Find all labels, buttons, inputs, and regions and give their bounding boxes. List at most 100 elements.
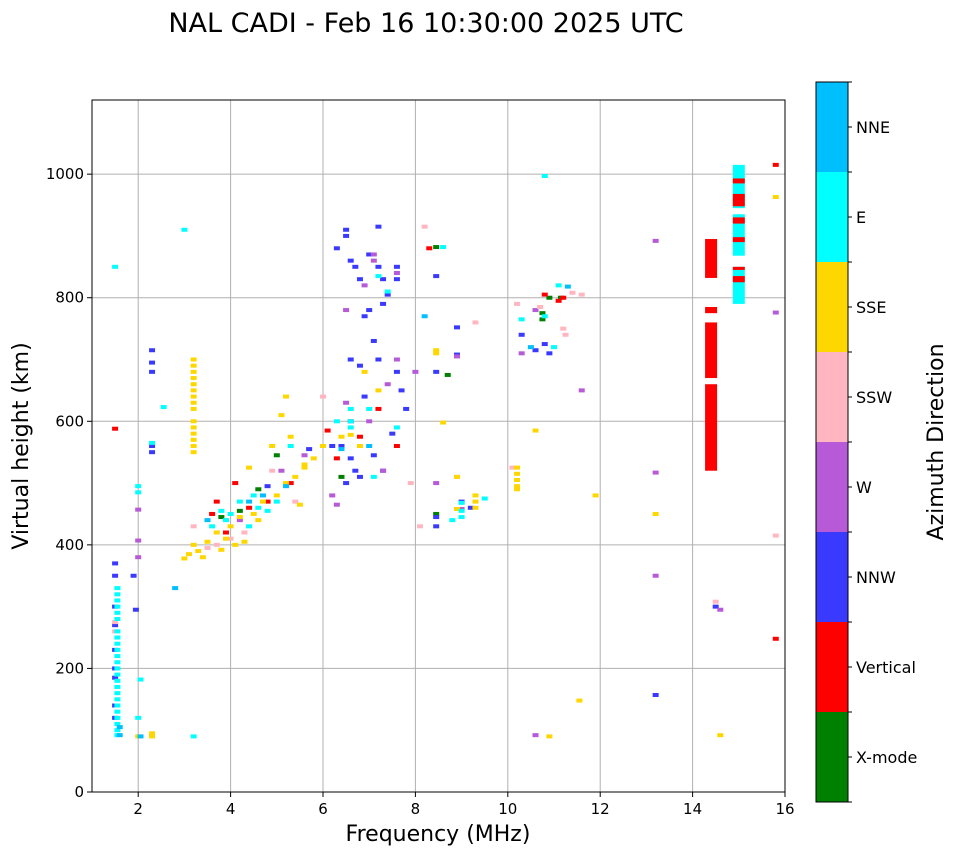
echo-point-nnw bbox=[541, 342, 548, 347]
echo-point-vertical bbox=[112, 426, 119, 431]
echo-point-vertical bbox=[393, 444, 400, 448]
echo-point-x-mode bbox=[236, 508, 243, 513]
echo-point-sse bbox=[204, 539, 211, 544]
echo-point-w bbox=[433, 481, 440, 486]
echo-point-nnw bbox=[366, 252, 373, 257]
echo-point-e bbox=[481, 496, 488, 501]
echo-band-vertical bbox=[732, 237, 745, 243]
echo-point-sse bbox=[218, 547, 225, 552]
echo-point-e bbox=[440, 245, 447, 250]
echo-point-nnw bbox=[343, 481, 350, 486]
echo-point-e bbox=[114, 629, 121, 634]
echo-point-nnw bbox=[352, 468, 359, 473]
echo-point-nnw bbox=[149, 360, 156, 365]
echo-point-sse bbox=[241, 539, 248, 544]
colorbar-frame bbox=[815, 81, 849, 803]
echo-point-nnw bbox=[398, 388, 405, 393]
echo-point-x-mode bbox=[539, 317, 546, 322]
echo-point-x-mode bbox=[539, 311, 546, 316]
echo-point-nnw bbox=[149, 444, 156, 448]
echo-point-w bbox=[366, 419, 373, 424]
echo-point-w bbox=[518, 351, 525, 356]
echo-point-e bbox=[287, 444, 294, 448]
echo-point-sse bbox=[190, 542, 197, 547]
echo-point-sse bbox=[186, 552, 193, 557]
echo-point-nnw bbox=[130, 573, 137, 578]
echo-point-nnw bbox=[375, 224, 382, 229]
y-tick-label: 0 bbox=[74, 783, 84, 801]
echo-point-sse bbox=[149, 731, 156, 736]
echo-point-sse bbox=[190, 382, 197, 387]
echo-point-nne bbox=[527, 345, 534, 350]
echo-point-ssw bbox=[112, 620, 119, 625]
echo-point-nnw bbox=[112, 573, 119, 578]
echo-point-nnw bbox=[453, 325, 460, 330]
echo-point-nnw bbox=[370, 453, 377, 458]
echo-point-vertical bbox=[541, 292, 548, 297]
echo-band-e bbox=[732, 266, 745, 304]
echo-point-nnw bbox=[433, 369, 440, 374]
echo-point-ssw bbox=[292, 499, 299, 504]
echo-point-e bbox=[449, 518, 456, 523]
echo-point-nnw bbox=[132, 607, 139, 612]
echo-point-e bbox=[458, 508, 465, 513]
echo-point-vertical bbox=[264, 499, 271, 504]
echo-point-sse bbox=[232, 542, 239, 547]
plot-frame bbox=[91, 99, 786, 793]
echo-point-ssw bbox=[190, 524, 197, 529]
echo-point-nnw bbox=[347, 258, 354, 263]
echo-point-ssw bbox=[578, 292, 585, 297]
echo-point-nnw bbox=[380, 301, 387, 306]
y-axis: 0 200 400 600 800 1000 bbox=[46, 165, 92, 801]
echo-point-sse bbox=[149, 734, 156, 739]
echo-point-nnw bbox=[338, 444, 345, 448]
colorbar-label-e: E bbox=[856, 208, 866, 227]
echo-point-ssw bbox=[560, 326, 567, 331]
echo-point-ssw bbox=[712, 599, 719, 604]
echo-point-sse bbox=[338, 434, 345, 439]
echo-point-sse bbox=[514, 484, 521, 489]
echo-point-sse bbox=[310, 456, 317, 461]
echo-point-sse bbox=[190, 357, 197, 362]
colorbar: X-mode Vertical NNW W SSW SSE E NNE bbox=[815, 81, 917, 803]
echo-point-e bbox=[114, 691, 121, 696]
echo-point-sse bbox=[292, 474, 299, 479]
echo-point-e bbox=[375, 274, 382, 279]
echo-point-nnw bbox=[356, 277, 363, 282]
echo-point-sse bbox=[246, 465, 253, 470]
echo-point-nne bbox=[259, 493, 266, 498]
colorbar-swatch-w bbox=[816, 442, 848, 532]
echo-point-e bbox=[370, 474, 377, 479]
echo-band-vertical bbox=[705, 322, 718, 379]
echo-point-nnw bbox=[149, 348, 156, 353]
echo-point-nnw bbox=[149, 450, 156, 455]
echo-point-x-mode bbox=[433, 245, 440, 250]
echo-band-vertical bbox=[705, 384, 718, 471]
echo-point-nne bbox=[366, 444, 373, 448]
echo-point-e bbox=[541, 314, 548, 319]
echo-point-e bbox=[218, 508, 225, 513]
colorbar-swatch-ssw bbox=[816, 352, 848, 442]
echo-point-w bbox=[652, 573, 659, 578]
echo-band-vertical bbox=[705, 306, 718, 314]
echo-point-sse bbox=[361, 369, 368, 374]
echo-point-e bbox=[114, 647, 121, 652]
colorbar-label-w: W bbox=[856, 478, 872, 497]
echo-point-nnw bbox=[546, 351, 553, 356]
echo-point-nne bbox=[246, 499, 253, 504]
echo-point-sse bbox=[472, 493, 479, 498]
echo-point-sse bbox=[356, 444, 363, 448]
echo-point-e bbox=[347, 419, 354, 424]
echo-point-w bbox=[393, 357, 400, 362]
colorbar-swatch-nne bbox=[816, 82, 848, 172]
echo-point-nnw bbox=[347, 456, 354, 461]
echo-point-nne bbox=[283, 484, 290, 489]
echo-point-e bbox=[384, 289, 391, 294]
echo-point-nnw bbox=[384, 292, 391, 297]
echo-point-sse bbox=[190, 369, 197, 374]
echo-point-ssw bbox=[509, 465, 516, 470]
echo-point-nnw bbox=[375, 357, 382, 362]
echo-point-w bbox=[370, 252, 377, 257]
data-marks bbox=[112, 162, 779, 739]
echo-point-e bbox=[112, 264, 119, 269]
